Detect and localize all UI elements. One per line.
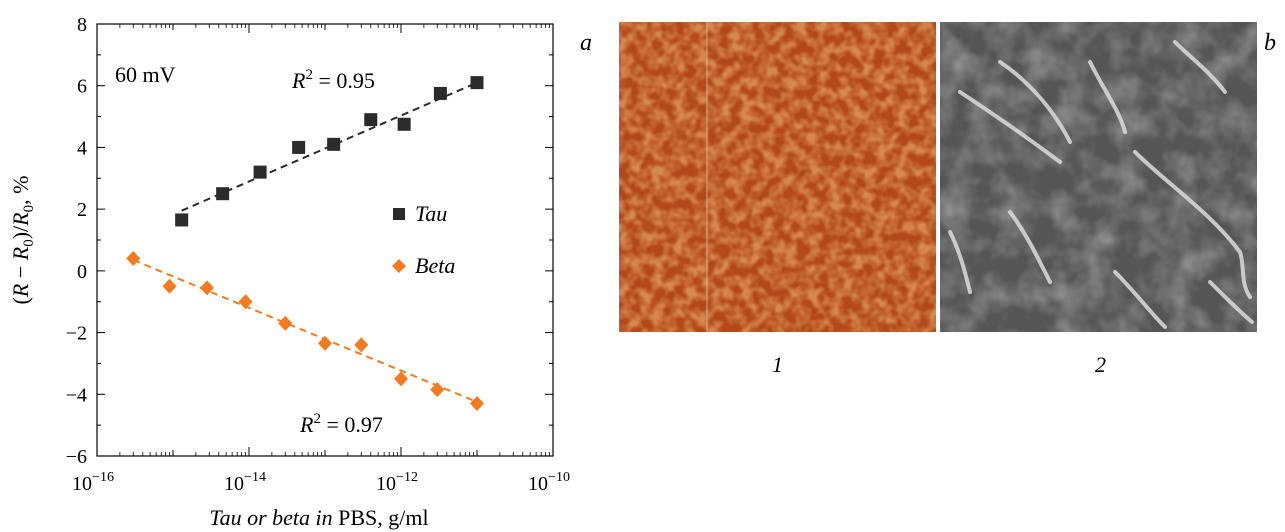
tau-point xyxy=(364,113,378,127)
y-tick-label: 4 xyxy=(77,137,87,159)
x-tick-label: 10−14 xyxy=(224,470,266,495)
x-tick-exponent: −14 xyxy=(244,470,266,485)
y-axis-label-part: 0 xyxy=(21,239,37,247)
r2-label-beta: R2 = 0.97 xyxy=(299,411,383,437)
x-axis-label-italic: Tau or beta in xyxy=(209,505,332,530)
image-caption-1: 1 xyxy=(772,352,783,377)
plot-axes xyxy=(96,23,554,457)
y-axis-label-part: − xyxy=(8,260,33,283)
r2-value: = 0.95 xyxy=(313,68,375,93)
x-tick-exponent: −12 xyxy=(396,470,418,485)
tau-point xyxy=(327,137,341,151)
legend-label-tau: Tau xyxy=(415,201,447,226)
r2-exponent: 2 xyxy=(313,411,321,427)
beta-point xyxy=(199,280,214,296)
tau-point xyxy=(470,76,484,90)
tau-point xyxy=(397,117,411,131)
beta-point xyxy=(318,335,332,351)
beta-point xyxy=(354,337,369,353)
beta-point xyxy=(162,278,177,294)
x-tick-label: 10−10 xyxy=(528,470,570,495)
r2-symbol: R xyxy=(291,68,306,93)
x-tick-label: 10−12 xyxy=(376,470,418,495)
y-tick-label: 8 xyxy=(77,14,87,36)
y-tick-label: −2 xyxy=(66,323,87,345)
beta-point xyxy=(278,315,293,331)
y-axis-label-part: R xyxy=(8,246,33,261)
panel-label-a: a xyxy=(580,30,592,56)
y-axis-label-part: R xyxy=(8,283,33,298)
y-axis-label-part: 0 xyxy=(21,205,37,213)
afm-image-beta xyxy=(940,22,1257,332)
x-tick-label: 10−16 xyxy=(72,470,114,495)
fit-lines xyxy=(132,81,478,403)
y-tick-label: −4 xyxy=(66,384,87,406)
image-caption-2: 2 xyxy=(1095,352,1106,377)
panel-label-b: b xyxy=(1264,30,1276,56)
y-tick-label: 0 xyxy=(77,261,87,283)
y-tick-label: −6 xyxy=(66,446,87,468)
legend-label-beta: Beta xyxy=(415,253,455,278)
fit-line-beta xyxy=(132,259,478,403)
r2-label-tau: R2 = 0.95 xyxy=(291,67,375,93)
afm-image-tau xyxy=(619,22,936,332)
y-axis-label-part: , % xyxy=(8,176,33,205)
data-markers xyxy=(126,76,484,412)
beta-point xyxy=(238,294,253,310)
r2-value: = 0.97 xyxy=(321,412,383,437)
tau-point xyxy=(216,187,230,201)
beta-point xyxy=(470,396,484,412)
beta-point xyxy=(394,371,408,387)
y-tick-label: 6 xyxy=(77,76,87,98)
y-tick-label: 2 xyxy=(77,199,87,221)
y-axis-label-part: R xyxy=(8,212,33,227)
beta-point xyxy=(430,382,445,398)
x-axis-label-plain: PBS, g/ml xyxy=(333,505,429,530)
tau-point xyxy=(292,140,306,154)
y-axis-label-part: ( xyxy=(8,297,33,304)
tau-point xyxy=(175,213,189,227)
y-axis-label-part: )/ xyxy=(8,225,33,239)
tau-point xyxy=(253,165,267,179)
r2-symbol: R xyxy=(299,412,314,437)
beta-point xyxy=(126,251,141,267)
x-axis-label: Tau or beta in PBS, g/ml xyxy=(209,505,428,530)
legend-marker-tau xyxy=(393,208,405,220)
legend-marker-beta xyxy=(392,259,406,273)
y-axis-label: (R − R0)/R0, % xyxy=(8,176,37,305)
x-tick-exponent: −16 xyxy=(92,470,114,485)
voltage-annotation: 60 mV xyxy=(115,62,176,87)
tau-point xyxy=(433,86,447,100)
x-tick-exponent: −10 xyxy=(548,470,570,485)
r2-exponent: 2 xyxy=(305,67,313,83)
